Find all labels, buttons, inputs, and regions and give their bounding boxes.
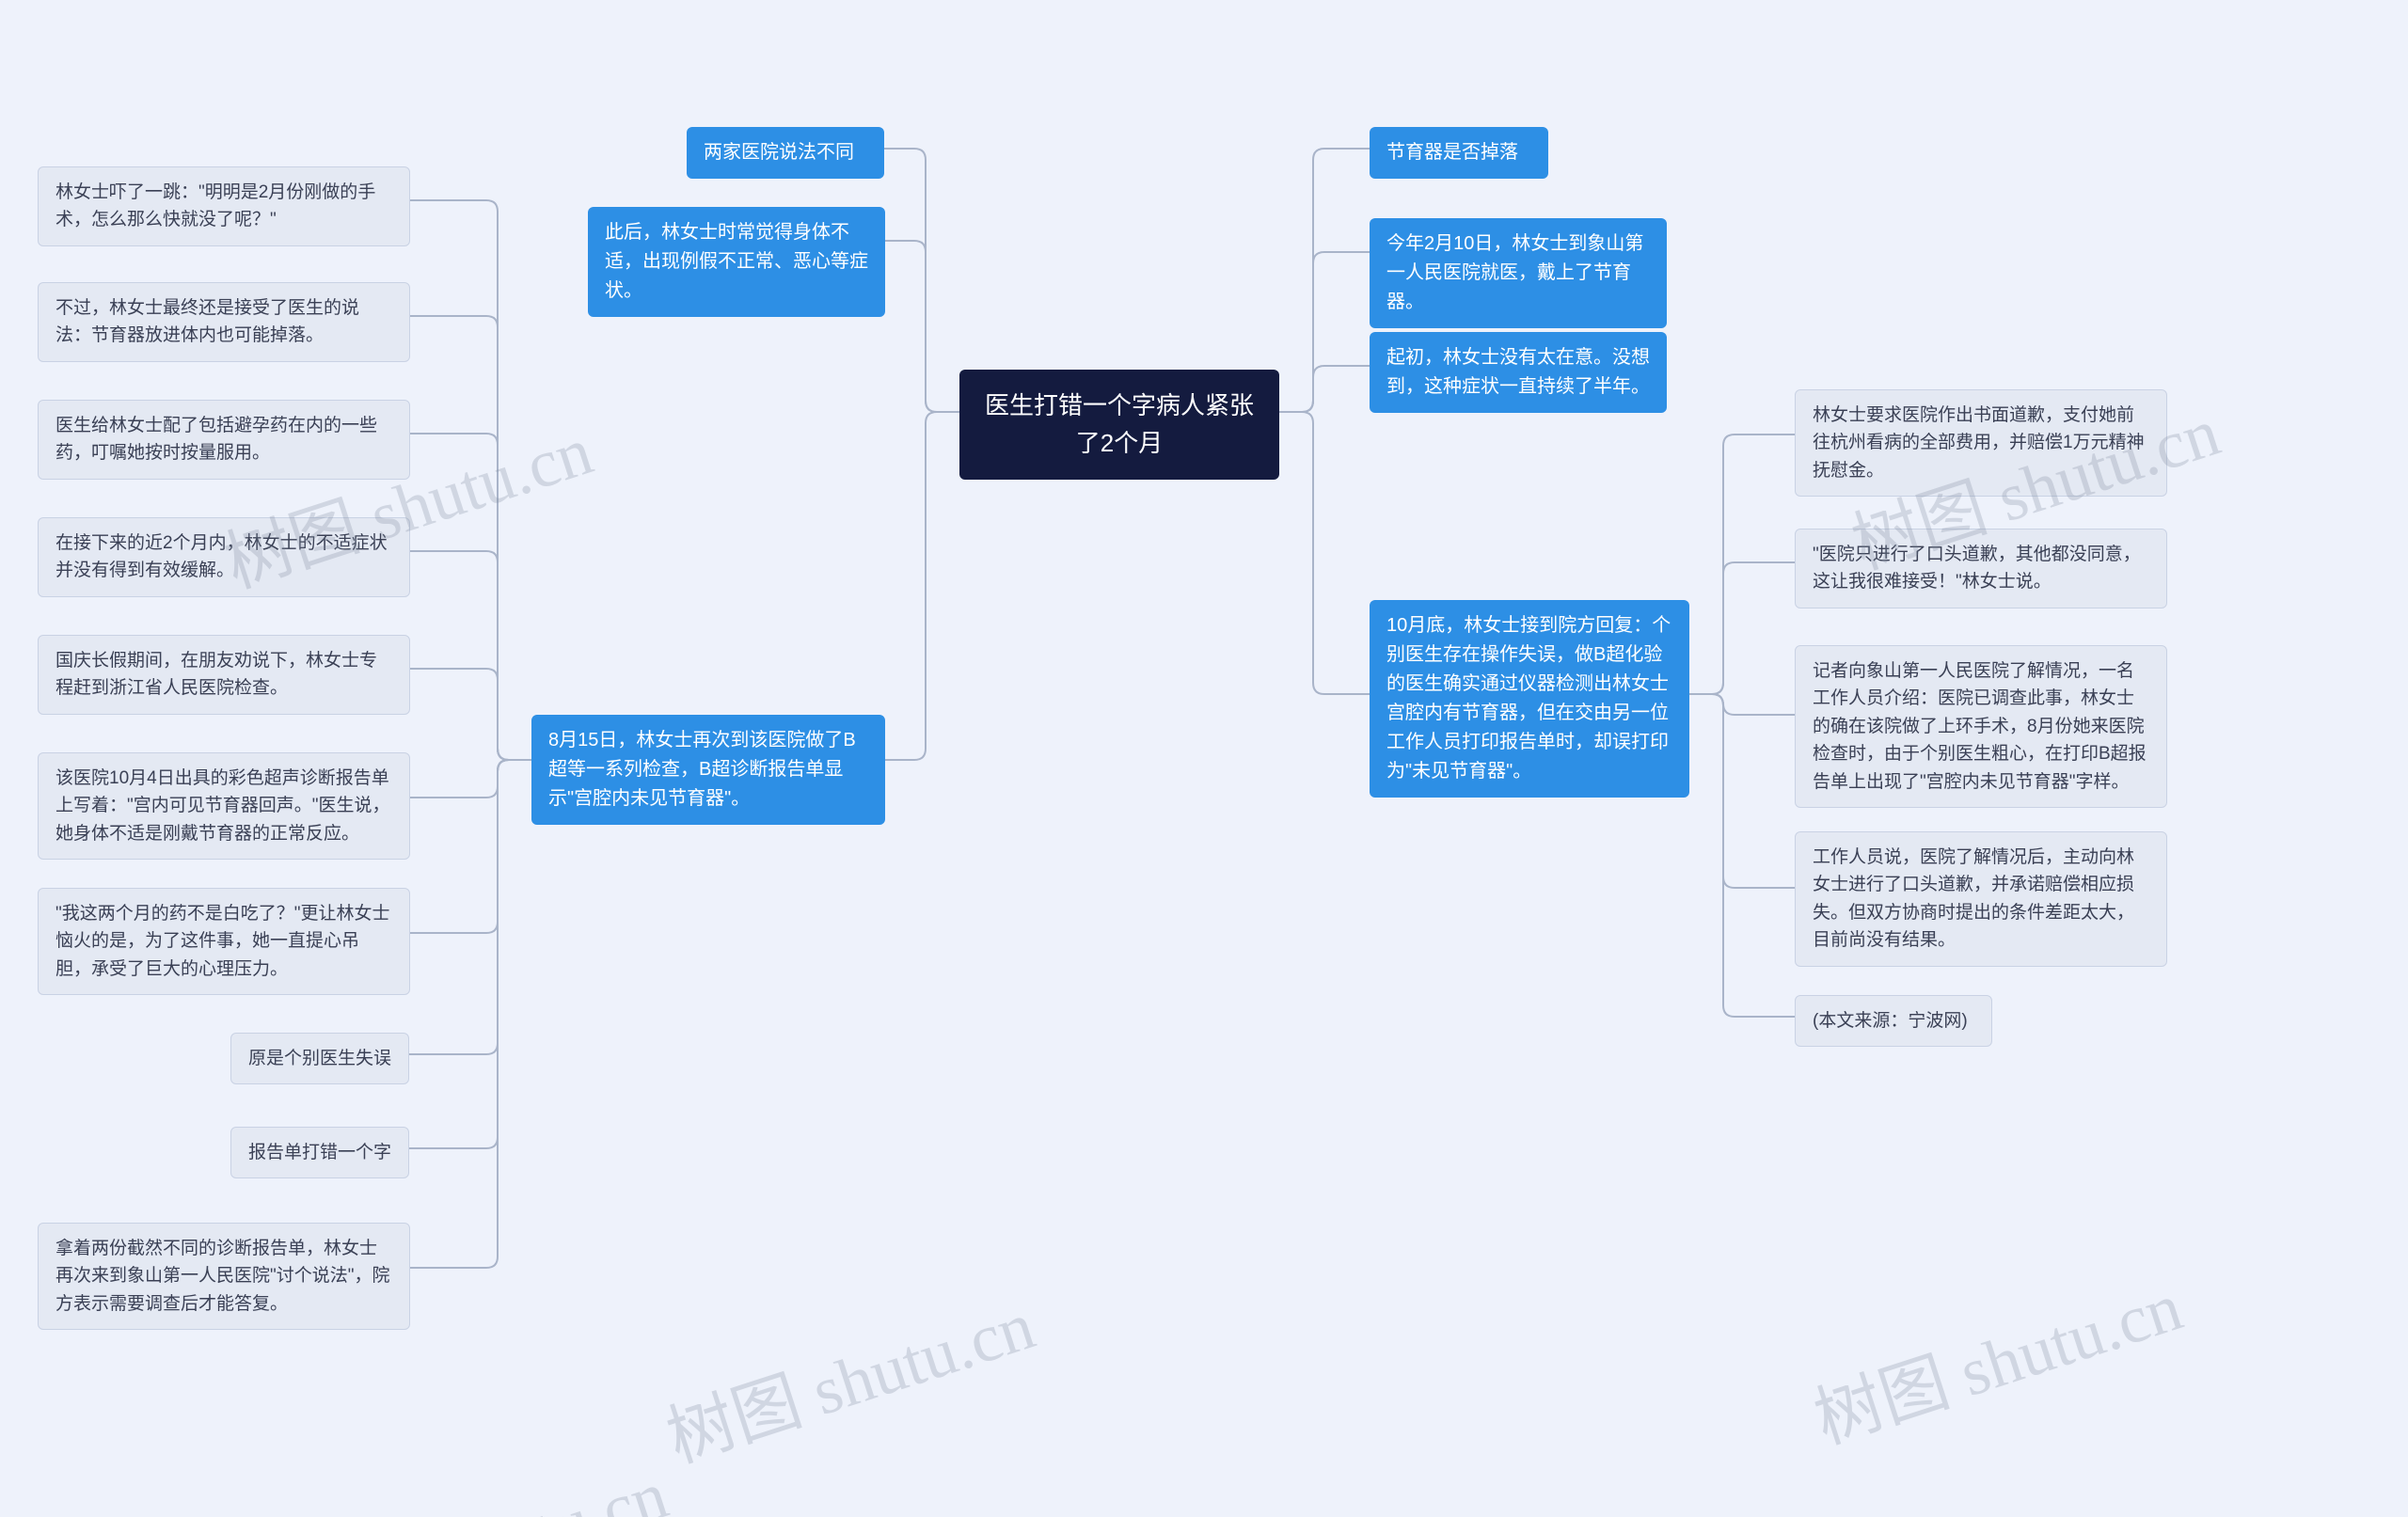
connector bbox=[410, 760, 531, 798]
leaf-node[interactable]: 该医院10月4日出具的彩色超声诊断报告单上写着："宫内可见节育器回声。"医生说，… bbox=[38, 752, 410, 860]
branch-node[interactable]: 此后，林女士时常觉得身体不适，出现例假不正常、恶心等症状。 bbox=[588, 207, 885, 317]
connector bbox=[1279, 252, 1370, 412]
leaf-node[interactable]: 工作人员说，医院了解情况后，主动向林女士进行了口头道歉，并承诺赔偿相应损失。但双… bbox=[1795, 831, 2167, 967]
connector bbox=[1689, 694, 1795, 715]
leaf-node[interactable]: 在接下来的近2个月内，林女士的不适症状并没有得到有效缓解。 bbox=[38, 517, 410, 597]
leaf-node[interactable]: "医院只进行了口头道歉，其他都没同意，这让我很难接受！"林女士说。 bbox=[1795, 529, 2167, 608]
leaf-node[interactable]: (本文来源：宁波网) bbox=[1795, 995, 1992, 1047]
connector bbox=[410, 669, 531, 760]
connector bbox=[1279, 149, 1370, 412]
leaf-node[interactable]: 不过，林女士最终还是接受了医生的说法：节育器放进体内也可能掉落。 bbox=[38, 282, 410, 362]
branch-node[interactable]: 节育器是否掉落 bbox=[1370, 127, 1548, 179]
connector bbox=[1689, 435, 1795, 694]
branch-node[interactable]: 起初，林女士没有太在意。没想到，这种症状一直持续了半年。 bbox=[1370, 332, 1667, 413]
leaf-node[interactable]: 医生给林女士配了包括避孕药在内的一些药，叮嘱她按时按量服用。 bbox=[38, 400, 410, 480]
leaf-node[interactable]: 拿着两份截然不同的诊断报告单，林女士再次来到象山第一人民医院"讨个说法"，院方表… bbox=[38, 1223, 410, 1330]
watermark: 树图 shutu.cn bbox=[286, 1439, 678, 1517]
leaf-node[interactable]: 林女士吓了一跳："明明是2月份刚做的手术，怎么那么快就没了呢？" bbox=[38, 166, 410, 246]
leaf-node[interactable]: "我这两个月的药不是白吃了？"更让林女士恼火的是，为了这件事，她一直提心吊胆，承… bbox=[38, 888, 410, 995]
connector bbox=[1279, 366, 1370, 412]
leaf-node[interactable]: 林女士要求医院作出书面道歉，支付她前往杭州看病的全部费用，并赔偿1万元精神抚慰金… bbox=[1795, 389, 2167, 497]
watermark: 树图 shutu.cn bbox=[1800, 1251, 2193, 1462]
branch-node[interactable]: 两家医院说法不同 bbox=[687, 127, 884, 179]
connector bbox=[410, 200, 531, 760]
connector bbox=[885, 241, 959, 412]
connector bbox=[410, 760, 531, 1268]
branch-node[interactable]: 今年2月10日，林女士到象山第一人民医院就医，戴上了节育器。 bbox=[1370, 218, 1667, 328]
branch-node[interactable]: 8月15日，林女士再次到该医院做了B超等一系列检查，B超诊断报告单显示"宫腔内未… bbox=[531, 715, 885, 825]
connector bbox=[1689, 694, 1795, 1017]
connector bbox=[410, 760, 531, 933]
connector bbox=[410, 434, 531, 760]
connector bbox=[410, 316, 531, 760]
leaf-node[interactable]: 记者向象山第一人民医院了解情况，一名工作人员介绍：医院已调查此事，林女士的确在该… bbox=[1795, 645, 2167, 808]
connector bbox=[884, 149, 959, 412]
connector bbox=[409, 760, 531, 1148]
connector bbox=[1689, 562, 1795, 694]
connector bbox=[409, 760, 531, 1054]
branch-node[interactable]: 10月底，林女士接到院方回复：个别医生存在操作失误，做B超化验的医生确实通过仪器… bbox=[1370, 600, 1689, 798]
leaf-node[interactable]: 国庆长假期间，在朋友劝说下，林女士专程赶到浙江省人民医院检查。 bbox=[38, 635, 410, 715]
root-node[interactable]: 医生打错一个字病人紧张了2个月 bbox=[959, 370, 1279, 480]
connector bbox=[1279, 412, 1370, 694]
watermark: 树图 shutu.cn bbox=[653, 1270, 1045, 1481]
connector bbox=[410, 551, 531, 760]
connector bbox=[1689, 694, 1795, 888]
connector bbox=[885, 412, 959, 760]
leaf-node[interactable]: 报告单打错一个字 bbox=[230, 1127, 409, 1178]
leaf-node[interactable]: 原是个别医生失误 bbox=[230, 1033, 409, 1084]
